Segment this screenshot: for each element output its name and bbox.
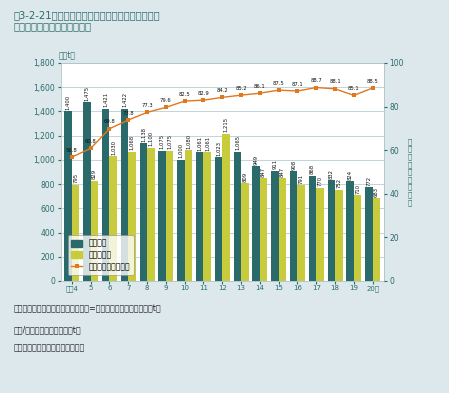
Text: 1,400: 1,400 [66, 95, 70, 110]
Text: 770: 770 [317, 176, 322, 186]
Bar [279, 178, 286, 281]
Bar [110, 156, 117, 281]
Text: 772: 772 [366, 176, 371, 186]
Text: 88.7: 88.7 [310, 78, 322, 83]
Text: 及びリサイクル率: 及びリサイクル率 [13, 22, 92, 31]
Text: 829: 829 [92, 169, 97, 179]
Bar [365, 187, 373, 281]
Text: 60.8: 60.8 [85, 139, 97, 144]
Bar [290, 171, 297, 281]
Bar [140, 143, 147, 281]
Bar [297, 185, 305, 281]
Bar [335, 190, 343, 281]
Text: 1,075: 1,075 [167, 134, 172, 149]
Text: （千t）: （千t） [59, 52, 76, 61]
Bar [222, 134, 230, 281]
Text: 809: 809 [242, 171, 247, 182]
Text: 911: 911 [273, 159, 277, 169]
Bar [102, 109, 110, 281]
Text: リ
サ
イ
ク
ル
率
（
％
）: リ サ イ ク ル 率 （ ％ ） [408, 138, 412, 206]
Text: 1,065: 1,065 [235, 135, 240, 151]
Text: 752: 752 [336, 178, 341, 188]
Bar [185, 150, 192, 281]
Bar [128, 152, 136, 281]
Bar [260, 178, 267, 281]
Text: 1,080: 1,080 [186, 134, 191, 149]
Text: 1,100: 1,100 [148, 131, 153, 146]
Legend: 消費重量, 再資源化量, リサイクル率（％）: 消費重量, 再資源化量, リサイクル率（％） [68, 235, 134, 275]
Text: 1,061: 1,061 [205, 136, 210, 151]
Bar [121, 109, 128, 281]
Text: 88.1: 88.1 [329, 79, 341, 84]
Text: 1,422: 1,422 [122, 92, 127, 107]
Bar [327, 180, 335, 281]
Bar [64, 111, 72, 281]
Text: 795: 795 [73, 173, 78, 183]
Text: 87.5: 87.5 [273, 81, 285, 86]
Bar [158, 151, 166, 281]
Text: 1,075: 1,075 [159, 134, 165, 149]
Text: 791: 791 [299, 174, 304, 184]
Text: 73.8: 73.8 [123, 111, 134, 116]
Bar [316, 188, 324, 281]
Bar [215, 157, 222, 281]
Bar [72, 185, 79, 281]
Text: 注：スチール缶リサイクル率（％）=スチール缶再資源化重量（t）: 注：スチール缶リサイクル率（％）=スチール缶再資源化重量（t） [13, 305, 161, 314]
Bar [271, 171, 279, 281]
Text: 832: 832 [329, 169, 334, 179]
Bar [309, 176, 316, 281]
Text: 77.3: 77.3 [141, 103, 153, 108]
Bar [177, 160, 185, 281]
Bar [373, 198, 380, 281]
Bar [147, 148, 154, 281]
Bar [196, 152, 203, 281]
Text: 847: 847 [261, 167, 266, 177]
Bar [83, 102, 91, 281]
Text: 1,421: 1,421 [103, 92, 108, 107]
Text: 79.6: 79.6 [160, 98, 172, 103]
Text: 図3-2-21　スチール缶の消費重量と再資源化重量: 図3-2-21 スチール缶の消費重量と再資源化重量 [13, 10, 160, 20]
Text: 82.9: 82.9 [198, 91, 209, 96]
Text: 1,475: 1,475 [84, 86, 89, 101]
Text: 1,215: 1,215 [224, 117, 229, 132]
Text: 87.1: 87.1 [291, 82, 304, 86]
Bar [252, 166, 260, 281]
Text: 86.1: 86.1 [254, 84, 266, 89]
Text: 82.5: 82.5 [179, 92, 190, 97]
Bar [203, 152, 211, 281]
Text: 1,138: 1,138 [141, 127, 146, 141]
Bar [241, 183, 249, 281]
Text: 1,030: 1,030 [111, 140, 116, 155]
Text: 1,023: 1,023 [216, 141, 221, 156]
Text: 85.2: 85.2 [235, 86, 247, 91]
Text: 84.2: 84.2 [216, 88, 228, 93]
Text: /スチール缶消費重量（t）: /スチール缶消費重量（t） [13, 325, 81, 334]
Text: 69.8: 69.8 [104, 119, 115, 125]
Text: 出典：スチール缶リサイクル協会: 出典：スチール缶リサイクル協会 [13, 343, 85, 352]
Bar [91, 180, 98, 281]
Text: 847: 847 [280, 167, 285, 177]
Bar [346, 181, 354, 281]
Bar [166, 151, 173, 281]
Text: 56.8: 56.8 [66, 148, 78, 153]
Text: 85.1: 85.1 [348, 86, 360, 91]
Text: 683: 683 [374, 187, 379, 197]
Text: 1,000: 1,000 [178, 143, 183, 158]
Text: 1,061: 1,061 [197, 136, 202, 151]
Text: 949: 949 [254, 154, 259, 165]
Text: 1,068: 1,068 [130, 135, 135, 150]
Text: 868: 868 [310, 164, 315, 174]
Text: 824: 824 [348, 169, 352, 180]
Bar [354, 195, 361, 281]
Text: 710: 710 [355, 184, 360, 193]
Text: 88.5: 88.5 [367, 79, 379, 84]
Bar [233, 152, 241, 281]
Text: 908: 908 [291, 160, 296, 169]
